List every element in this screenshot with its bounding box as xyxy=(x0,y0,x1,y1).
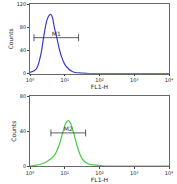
svg-text:10²: 10² xyxy=(95,77,103,83)
svg-text:M1: M1 xyxy=(52,30,61,37)
svg-text:Counts: Counts xyxy=(10,121,17,142)
svg-text:10²: 10² xyxy=(95,170,103,176)
svg-text:FL1-H: FL1-H xyxy=(91,83,108,90)
svg-text:10¹: 10¹ xyxy=(61,170,69,176)
svg-text:FL1-H: FL1-H xyxy=(91,176,108,183)
svg-text:10⁴: 10⁴ xyxy=(165,170,173,176)
svg-text:40: 40 xyxy=(20,47,26,53)
svg-text:10³: 10³ xyxy=(130,77,138,83)
svg-text:Counts: Counts xyxy=(7,28,14,49)
svg-text:40: 40 xyxy=(20,128,26,134)
svg-text:80: 80 xyxy=(20,24,26,30)
svg-text:10¹: 10¹ xyxy=(61,77,69,83)
svg-text:10³: 10³ xyxy=(130,170,138,176)
svg-text:M2: M2 xyxy=(64,125,73,132)
svg-text:80: 80 xyxy=(20,93,26,99)
svg-text:0: 0 xyxy=(23,70,26,76)
svg-text:10⁰: 10⁰ xyxy=(26,170,34,176)
svg-text:120: 120 xyxy=(17,1,27,7)
svg-text:10⁴: 10⁴ xyxy=(165,77,173,83)
svg-text:0: 0 xyxy=(23,163,26,169)
svg-text:10⁰: 10⁰ xyxy=(26,77,34,83)
